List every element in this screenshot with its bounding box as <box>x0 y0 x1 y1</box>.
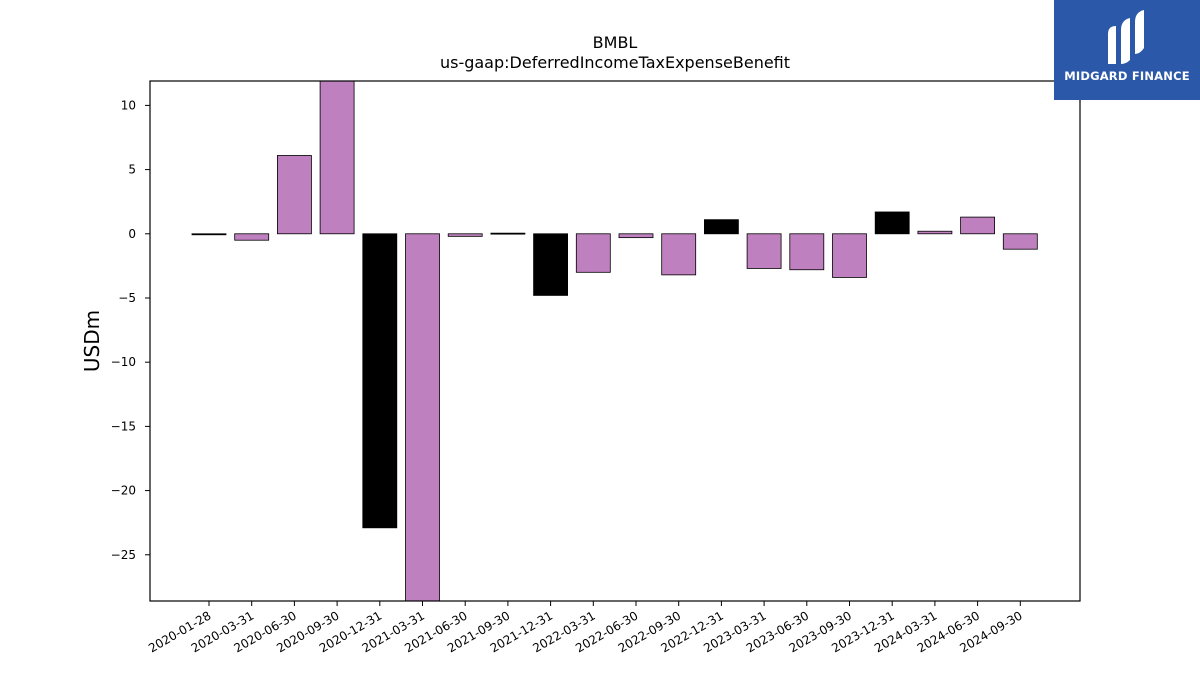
bar-2020-12-31 <box>362 233 398 529</box>
y-tick-label: −20 <box>111 484 136 498</box>
bar-2022-06-30 <box>618 233 654 239</box>
bar-2023-06-30 <box>789 233 825 271</box>
bar-2020-06-30 <box>276 155 312 235</box>
midgard-finance-logo: MIDGARD FINANCE <box>1054 0 1200 100</box>
y-tick-label: 10 <box>121 98 136 112</box>
y-tick-label: 5 <box>128 163 136 177</box>
bar-2020-01-28 <box>191 233 227 236</box>
bars-layer <box>191 81 1038 601</box>
bar-2020-03-31 <box>234 233 270 241</box>
bar-2021-03-31 <box>405 233 440 601</box>
logo-mark-icon <box>1108 10 1144 64</box>
y-tick-label: −10 <box>111 355 136 369</box>
bar-2024-03-31 <box>917 230 953 235</box>
bar-2022-03-31 <box>575 233 611 273</box>
bar-2023-09-30 <box>832 233 867 278</box>
bar-2023-12-31 <box>874 211 910 235</box>
y-tick-label: −5 <box>118 291 136 305</box>
bar-2022-12-31 <box>704 219 739 235</box>
y-tick-label: −25 <box>111 548 136 562</box>
y-axis-label: USDm <box>80 310 104 372</box>
bar-2024-09-30 <box>1002 233 1038 250</box>
logo-text: MIDGARD FINANCE <box>1064 69 1190 83</box>
bar-2021-12-31 <box>533 233 568 296</box>
bar-2021-09-30 <box>490 232 526 235</box>
chart-subtitle: us-gaap:DeferredIncomeTaxExpenseBenefit <box>440 53 790 72</box>
plot-frame <box>149 80 1081 602</box>
x-axis-ticks: 2020-01-282020-03-312020-06-302020-09-30… <box>146 601 1025 655</box>
bar-2023-03-31 <box>746 233 782 269</box>
bar-2022-09-30 <box>661 233 697 276</box>
y-tick-label: 0 <box>128 227 136 241</box>
y-tick-label: −15 <box>111 419 136 433</box>
chart-title: BMBL <box>593 33 638 52</box>
y-axis-ticks: 10 5 0 −5 −10 −15 −20 −25 <box>111 98 150 562</box>
bar-2024-06-30 <box>960 216 995 235</box>
bar-2021-06-30 <box>447 233 483 237</box>
bar-2020-09-30 <box>319 81 355 235</box>
